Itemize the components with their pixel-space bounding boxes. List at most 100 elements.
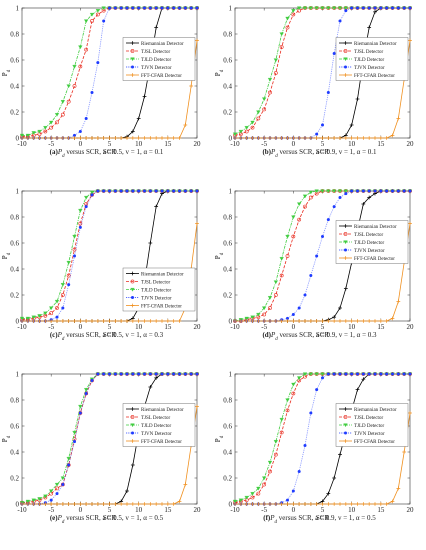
marker <box>396 116 401 121</box>
y-tick-label: 1 <box>16 370 20 378</box>
marker <box>391 189 394 193</box>
marker <box>107 319 112 323</box>
marker <box>25 316 30 321</box>
marker <box>49 311 54 316</box>
x-tick-label: 20 <box>407 140 415 148</box>
marker <box>262 312 267 317</box>
marker <box>244 319 249 323</box>
marker <box>361 377 366 382</box>
y-axis-label-main: P <box>214 255 222 259</box>
marker <box>361 502 366 506</box>
legend: Riemannian Detector TJSL Detector TJLD Det… <box>122 403 196 447</box>
marker <box>355 387 360 392</box>
marker <box>84 19 89 24</box>
marker <box>49 120 54 125</box>
marker <box>338 19 342 23</box>
marker <box>408 221 412 226</box>
x-tick-label: 0 <box>292 323 296 331</box>
marker <box>338 196 342 199</box>
marker <box>171 319 176 323</box>
marker <box>285 319 290 323</box>
caption-main: P <box>57 331 63 339</box>
marker <box>250 125 255 130</box>
legend-label: TJVN Detector <box>141 296 172 301</box>
marker <box>356 6 359 10</box>
marker <box>384 136 389 140</box>
marker <box>37 129 42 134</box>
marker <box>31 502 36 506</box>
marker <box>136 116 141 121</box>
caption-sub: d <box>62 337 65 342</box>
x-tick-label: 5 <box>108 506 112 514</box>
marker <box>302 372 308 377</box>
legend-label: TJSL Detector <box>141 416 170 421</box>
legend-label: TJVN Detector <box>354 66 385 71</box>
marker <box>244 495 249 500</box>
marker <box>66 99 71 104</box>
marker <box>273 136 278 140</box>
marker <box>297 136 302 140</box>
marker <box>107 502 112 506</box>
marker <box>195 221 199 226</box>
legend-label: TJLD Detector <box>141 424 171 429</box>
x-tick-label: 20 <box>194 323 202 331</box>
x-tick-label: 15 <box>164 140 172 148</box>
marker <box>256 491 261 496</box>
marker <box>19 316 25 321</box>
marker <box>332 502 337 506</box>
y-tick-label: 0.2 <box>223 108 232 116</box>
marker <box>90 193 94 197</box>
marker <box>303 444 307 447</box>
marker <box>279 32 284 37</box>
x-tick-label: 10 <box>348 506 356 514</box>
marker <box>285 502 290 506</box>
marker <box>49 498 53 502</box>
marker <box>160 372 164 376</box>
marker <box>308 190 313 195</box>
marker <box>367 319 372 323</box>
marker <box>119 502 124 506</box>
marker <box>154 502 159 506</box>
legend-label: TJSL Detector <box>141 50 170 55</box>
marker <box>154 319 159 323</box>
marker <box>66 260 71 265</box>
marker <box>344 248 347 252</box>
x-tick-label: -10 <box>230 140 240 148</box>
caption: (e)Pd versus SCR, a = 0.5, v = 1, α = 0.… <box>50 514 164 525</box>
y-axis-label-sub: d <box>7 435 12 438</box>
marker <box>326 189 331 194</box>
marker <box>96 372 100 376</box>
marker <box>143 6 146 10</box>
marker <box>178 6 181 10</box>
caption-label: (b) <box>262 148 271 156</box>
legend-label: Riemannian Detector <box>141 42 184 47</box>
y-axis-label: Pd <box>1 252 12 259</box>
marker <box>396 299 401 304</box>
panel: 0 0.2 0.4 0.6 0.8 1 -10 -5 0 5 10 15 20 SCR Pd Riemanni… <box>214 187 414 341</box>
marker <box>303 319 307 323</box>
marker <box>195 6 199 10</box>
legend-label: TJVN Detector <box>354 432 385 437</box>
marker <box>72 64 77 69</box>
caption-main: P <box>269 514 275 522</box>
marker <box>279 273 284 278</box>
marker <box>166 189 170 193</box>
marker <box>66 319 71 323</box>
marker <box>78 64 83 69</box>
marker <box>166 372 170 376</box>
marker <box>262 107 267 112</box>
marker <box>320 502 325 506</box>
marker <box>238 502 243 506</box>
marker <box>113 136 118 140</box>
marker <box>262 97 267 102</box>
marker <box>72 430 77 435</box>
y-tick-label: 0.2 <box>223 291 232 299</box>
x-tick-label: -10 <box>17 323 27 331</box>
marker <box>321 376 324 380</box>
marker <box>408 372 412 376</box>
marker <box>361 189 365 193</box>
x-tick-label: -10 <box>17 506 27 514</box>
legend-label: Riemannian Detector <box>141 408 184 413</box>
marker <box>130 287 135 292</box>
marker <box>367 189 371 193</box>
